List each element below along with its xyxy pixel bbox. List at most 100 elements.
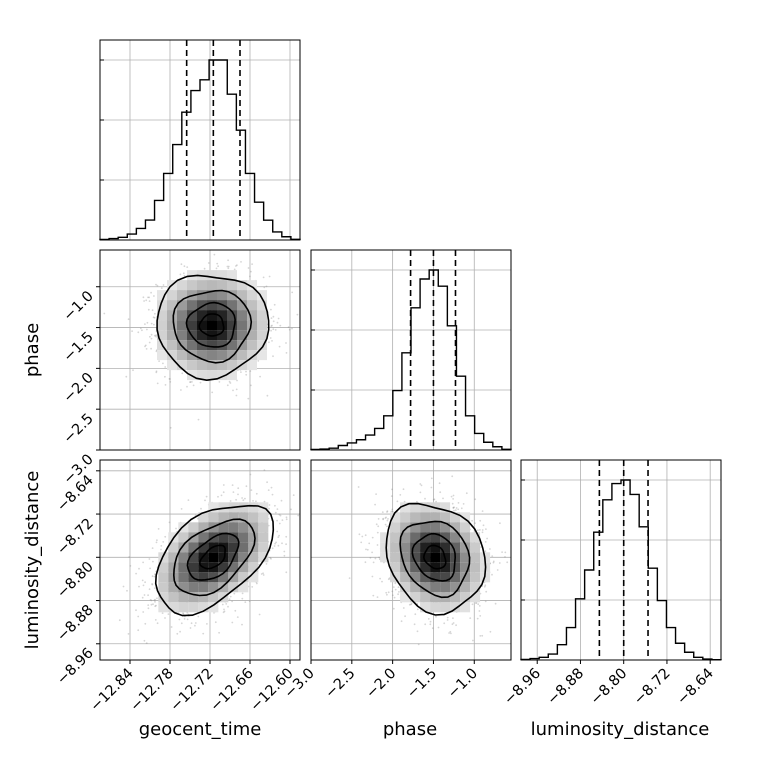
- density-cell: [218, 542, 229, 553]
- sample-point: [272, 355, 274, 358]
- sample-point: [386, 593, 388, 596]
- sample-point: [391, 594, 394, 597]
- sample-point: [262, 572, 264, 575]
- sample-point: [504, 556, 506, 558]
- sample-point: [244, 601, 247, 603]
- sample-point: [277, 536, 280, 538]
- density-cell: [157, 300, 167, 311]
- sample-point: [153, 323, 155, 326]
- sample-point: [274, 329, 277, 331]
- density-cell: [158, 602, 169, 613]
- sample-point: [147, 594, 150, 597]
- sample-point: [279, 324, 282, 327]
- sample-point: [164, 535, 167, 538]
- sample-point: [149, 567, 152, 570]
- sample-point: [283, 550, 286, 553]
- sample-point: [154, 587, 156, 590]
- sample-point: [211, 391, 214, 394]
- sample-point: [270, 557, 272, 560]
- density-cell: [218, 572, 229, 583]
- sample-point: [181, 372, 184, 375]
- sample-point: [203, 267, 206, 270]
- sample-point: [147, 607, 150, 610]
- density-cell: [227, 270, 237, 281]
- sample-point: [233, 268, 236, 271]
- sample-point: [151, 575, 154, 578]
- sample-point: [265, 563, 268, 565]
- sample-point: [250, 489, 253, 491]
- sample-point: [278, 513, 281, 516]
- density-cell: [197, 350, 207, 361]
- density-cell: [207, 310, 217, 321]
- sample-point: [164, 366, 167, 368]
- sample-point: [410, 603, 412, 606]
- sample-point: [157, 528, 160, 530]
- sample-point: [489, 630, 492, 633]
- hist-panel-luminosity_distance: [520, 459, 722, 661]
- density-cell: [238, 572, 249, 583]
- density-cell: [228, 542, 239, 553]
- sample-point: [460, 507, 463, 510]
- sample-point: [374, 557, 377, 560]
- sample-point: [152, 316, 155, 319]
- sample-point: [153, 295, 155, 297]
- sample-point: [147, 296, 149, 299]
- contour-3: [154, 504, 275, 617]
- panels: [99, 39, 722, 661]
- sample-point: [372, 594, 375, 597]
- sample-point: [142, 584, 145, 587]
- sample-point: [396, 500, 399, 503]
- sample-point: [249, 275, 251, 278]
- density-cell: [188, 542, 199, 553]
- density-cell: [247, 290, 257, 301]
- sample-point: [285, 352, 288, 354]
- density-cell: [197, 360, 207, 371]
- sample-point: [387, 518, 389, 520]
- sample-point: [443, 622, 446, 625]
- sample-point: [155, 370, 158, 373]
- sample-point: [271, 324, 273, 327]
- density-cell: [177, 350, 187, 361]
- sample-point: [153, 575, 156, 578]
- sample-point: [145, 299, 148, 302]
- sample-point: [452, 506, 455, 509]
- density-cell: [248, 502, 259, 513]
- sample-point: [235, 394, 238, 397]
- sample-point: [245, 370, 247, 373]
- sample-point: [197, 418, 200, 421]
- sample-point: [257, 360, 260, 362]
- sample-point: [221, 603, 224, 606]
- density-cell: [197, 320, 207, 331]
- sample-point: [156, 284, 159, 287]
- sample-point: [252, 500, 254, 502]
- sample-point: [182, 612, 184, 615]
- sample-point: [242, 499, 245, 502]
- sample-point: [141, 329, 143, 332]
- sample-point: [454, 509, 457, 512]
- sample-point: [256, 582, 258, 585]
- sample-point: [151, 547, 154, 549]
- sample-point: [180, 263, 183, 266]
- density-cell: [238, 552, 249, 563]
- sample-point: [455, 624, 457, 627]
- sample-point: [227, 267, 230, 270]
- sample-point: [262, 574, 265, 576]
- sample-point: [229, 595, 232, 598]
- sample-point: [144, 344, 147, 347]
- density-cell: [188, 592, 199, 603]
- sample-point: [439, 491, 442, 494]
- sample-point: [189, 627, 192, 629]
- sample-point: [153, 599, 156, 602]
- sample-point: [382, 517, 385, 520]
- sample-point: [147, 308, 150, 311]
- sample-point: [297, 514, 300, 517]
- sample-point: [382, 518, 384, 521]
- sample-point: [285, 571, 288, 574]
- density-cell: [258, 542, 269, 553]
- density-cell: [177, 300, 187, 311]
- sample-point: [189, 381, 192, 383]
- sample-point: [125, 375, 128, 378]
- sample-point: [141, 579, 144, 582]
- sample-point: [272, 315, 275, 318]
- density-cell: [187, 270, 197, 281]
